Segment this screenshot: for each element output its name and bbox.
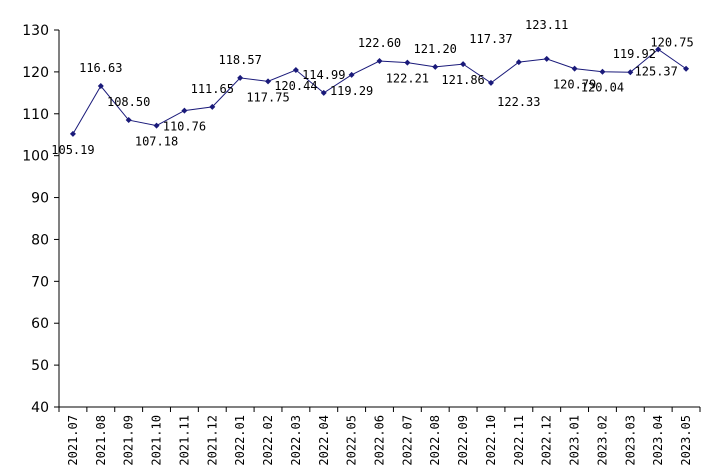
data-label: 121.20 (414, 42, 457, 56)
data-point (432, 63, 439, 70)
y-tick-label: 130 (22, 23, 49, 39)
x-tick-label: 2022.08 (428, 415, 442, 466)
x-tick-label: 2022.04 (317, 415, 331, 466)
axes (58, 30, 700, 408)
data-point (571, 65, 578, 72)
y-axis-ticks: 40 50 60 70 80 90 100 110 120 130 (22, 23, 59, 416)
y-tick-label: 40 (31, 400, 49, 416)
data-label: 108.50 (107, 95, 150, 109)
data-label: 120.04 (581, 81, 624, 95)
x-tick-label: 2022.10 (484, 415, 498, 466)
x-tick-label: 2021.12 (205, 415, 219, 466)
data-point (515, 59, 522, 66)
data-point (181, 107, 188, 114)
data-point (320, 89, 327, 96)
data-point (292, 67, 299, 74)
x-tick-label: 2023.03 (623, 415, 637, 466)
data-point (543, 55, 550, 62)
data-label: 120.75 (650, 36, 693, 50)
y-tick-label: 70 (31, 274, 49, 290)
y-tick-label: 110 (22, 107, 49, 123)
data-label: 120.44 (274, 79, 317, 93)
data-label: 111.65 (191, 82, 234, 96)
data-point (237, 74, 244, 81)
data-label: 119.29 (330, 84, 373, 98)
data-label: 117.75 (246, 90, 289, 104)
data-label: 125.37 (635, 64, 678, 78)
data-point (209, 103, 216, 110)
data-point (627, 69, 634, 76)
series-group (69, 46, 690, 137)
data-point (97, 83, 104, 90)
data-label: 110.76 (163, 120, 206, 134)
data-point (460, 61, 467, 68)
y-tick-label: 90 (31, 191, 49, 207)
x-tick-label: 2022.01 (233, 415, 247, 466)
data-label: 122.60 (358, 36, 401, 50)
x-tick-label: 2022.11 (512, 415, 526, 466)
data-point (348, 71, 355, 78)
x-tick-label: 2022.05 (345, 415, 359, 466)
data-label: 117.37 (469, 32, 512, 46)
data-label: 122.33 (497, 95, 540, 109)
x-tick-label: 2023.04 (651, 415, 665, 466)
x-tick-label: 2023.01 (568, 415, 582, 466)
data-point (487, 79, 494, 86)
x-tick-label: 2022.07 (400, 415, 414, 466)
data-label: 121.86 (441, 73, 484, 87)
data-point (404, 59, 411, 66)
x-tick-label: 2021.09 (122, 415, 136, 466)
data-point (599, 68, 606, 75)
x-axis-ticks: 2021.07 2021.08 2021.09 2021.10 2021.11 2021.… (58, 407, 701, 466)
x-tick-label: 2022.09 (456, 415, 470, 466)
data-point (153, 122, 160, 129)
data-label: 105.19 (51, 143, 94, 157)
x-tick-label: 2021.10 (150, 415, 164, 466)
y-tick-label: 60 (31, 316, 49, 332)
y-tick-label: 50 (31, 358, 49, 374)
y-tick-label: 100 (22, 149, 49, 165)
y-tick-label: 80 (31, 232, 49, 248)
x-tick-label: 2023.02 (595, 415, 609, 466)
x-tick-label: 2021.11 (177, 415, 191, 466)
data-label: 122.21 (386, 72, 429, 86)
x-tick-label: 2022.12 (540, 415, 554, 466)
x-tick-label: 2022.03 (289, 415, 303, 466)
data-point (69, 130, 76, 137)
data-point (265, 78, 272, 85)
x-tick-label: 2021.08 (94, 415, 108, 466)
y-tick-label: 120 (22, 65, 49, 81)
data-label: 119.92 (613, 47, 656, 61)
data-point (125, 117, 132, 124)
data-point (376, 57, 383, 64)
x-tick-label: 2022.02 (261, 415, 275, 466)
x-tick-label: 2022.06 (373, 415, 387, 466)
data-label: 107.18 (135, 135, 178, 149)
data-label: 114.99 (302, 68, 345, 82)
data-label: 116.63 (79, 61, 122, 75)
x-tick-label: 2021.07 (66, 415, 80, 466)
data-label: 123.11 (525, 18, 568, 32)
data-label: 120.79 (553, 78, 596, 92)
data-point (655, 46, 662, 53)
x-tick-label: 2023.05 (679, 415, 693, 466)
data-point (683, 65, 690, 72)
data-label: 118.57 (218, 53, 261, 67)
